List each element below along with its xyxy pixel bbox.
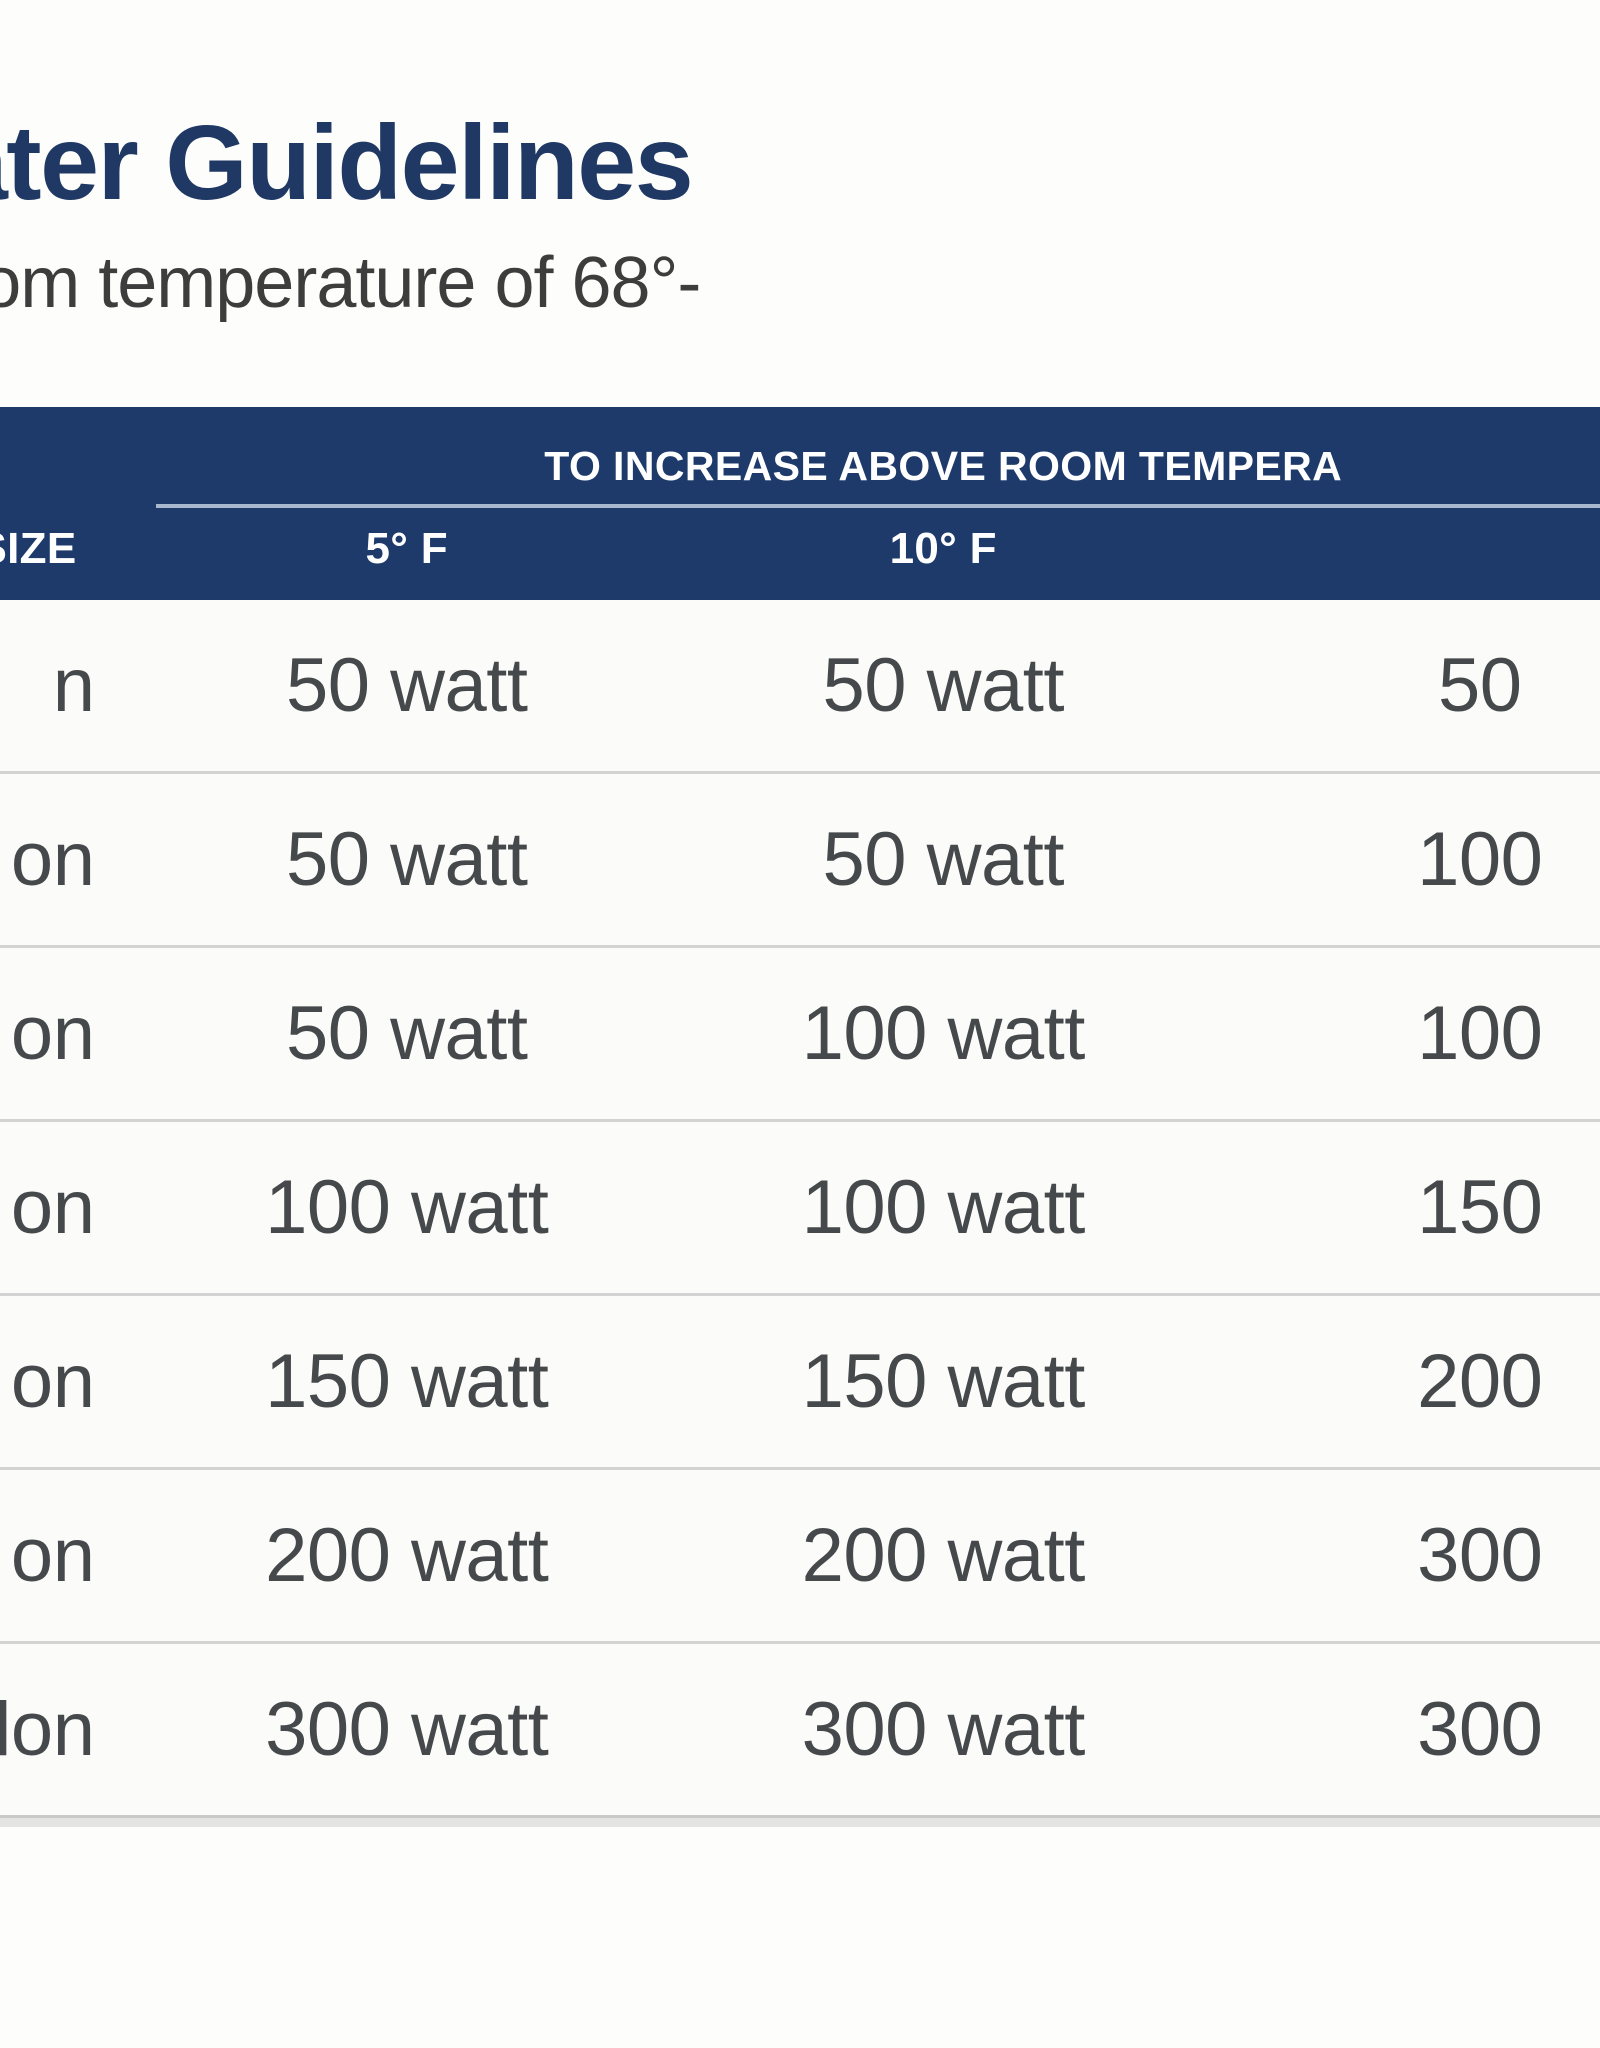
cell-watt-15f: 100 [1211, 946, 1600, 1123]
column-header-10f: 10° F [674, 518, 1212, 601]
cell-watt-10f: 50 watt [674, 772, 1212, 949]
table-group-header-row: TO INCREASE ABOVE ROOM TEMPERA [0, 407, 1600, 519]
cell-aquarium-size: on [0, 946, 139, 1123]
cell-aquarium-size: llon [0, 1642, 139, 1819]
cell-watt-15f: 50 [1211, 600, 1600, 775]
table-row: llon 300 watt 300 watt 300 [0, 1642, 1600, 1819]
table-row: n 50 watt 50 watt 50 [0, 600, 1600, 775]
page-subtitle: standard room temperature of 68°- [0, 243, 701, 324]
column-header-aquarium-size-label: M SIZE [0, 524, 77, 574]
cell-watt-5f: 50 watt [138, 772, 675, 949]
cell-watt-5f: 50 watt [138, 946, 675, 1123]
title-block: on® Heater Guidelines standard room temp… [0, 0, 1600, 323]
cell-watt-10f: 100 watt [674, 946, 1212, 1123]
group-header-spacer [0, 407, 139, 519]
artwork-canvas: on® Heater Guidelines standard room temp… [0, 0, 1600, 1828]
heater-wattage-table: TO INCREASE ABOVE ROOM TEMPERA M SIZE 5°… [0, 407, 1600, 1819]
group-header-temperature-increase: TO INCREASE ABOVE ROOM TEMPERA [138, 407, 1600, 519]
table-row: on 200 watt 200 watt 300 [0, 1468, 1600, 1645]
page-title: on® Heater Guidelines [0, 0, 1600, 218]
table-row: on 50 watt 50 watt 100 [0, 772, 1600, 949]
cell-watt-10f: 150 watt [674, 1294, 1212, 1471]
table-row: on 50 watt 100 watt 100 [0, 946, 1600, 1123]
cell-watt-15f: 100 [1211, 772, 1600, 949]
cell-aquarium-size: on [0, 1120, 139, 1297]
heater-wattage-table-wrap: TO INCREASE ABOVE ROOM TEMPERA M SIZE 5°… [0, 407, 1600, 1828]
cell-watt-10f: 100 watt [674, 1120, 1212, 1297]
group-header-label: TO INCREASE ABOVE ROOM TEMPERA [544, 443, 1343, 490]
page-title-rest: Heater Guidelines [0, 104, 694, 222]
column-header-aquarium-size: M SIZE [0, 518, 139, 601]
column-header-5f: 5° F [138, 518, 675, 601]
table-row: on 100 watt 100 watt 150 [0, 1120, 1600, 1297]
table-bottom-edge [0, 1818, 1600, 1828]
table-head: TO INCREASE ABOVE ROOM TEMPERA M SIZE 5°… [0, 407, 1600, 601]
cell-watt-5f: 50 watt [138, 600, 675, 775]
cell-watt-5f: 100 watt [138, 1120, 675, 1297]
cell-watt-10f: 300 watt [674, 1642, 1212, 1819]
cell-watt-15f: 300 [1211, 1642, 1600, 1819]
cell-aquarium-size: on [0, 1468, 139, 1645]
table-body: n 50 watt 50 watt 50 on 50 watt 50 watt … [0, 600, 1600, 1819]
cell-watt-15f: 200 [1211, 1294, 1600, 1471]
group-header-rule [156, 504, 1600, 509]
cell-watt-10f: 50 watt [674, 600, 1212, 775]
cell-aquarium-size: on [0, 1294, 139, 1471]
cell-watt-5f: 150 watt [138, 1294, 675, 1471]
cell-watt-10f: 200 watt [674, 1468, 1212, 1645]
cell-aquarium-size: on [0, 772, 139, 949]
cell-watt-15f: 150 [1211, 1120, 1600, 1297]
column-header-cutoff [1211, 518, 1600, 601]
cell-watt-5f: 200 watt [138, 1468, 675, 1645]
table-column-header-row: M SIZE 5° F 10° F [0, 518, 1600, 601]
cell-watt-15f: 300 [1211, 1468, 1600, 1645]
table-row: on 150 watt 150 watt 200 [0, 1294, 1600, 1471]
cell-watt-5f: 300 watt [138, 1642, 675, 1819]
cell-aquarium-size: n [0, 600, 139, 775]
